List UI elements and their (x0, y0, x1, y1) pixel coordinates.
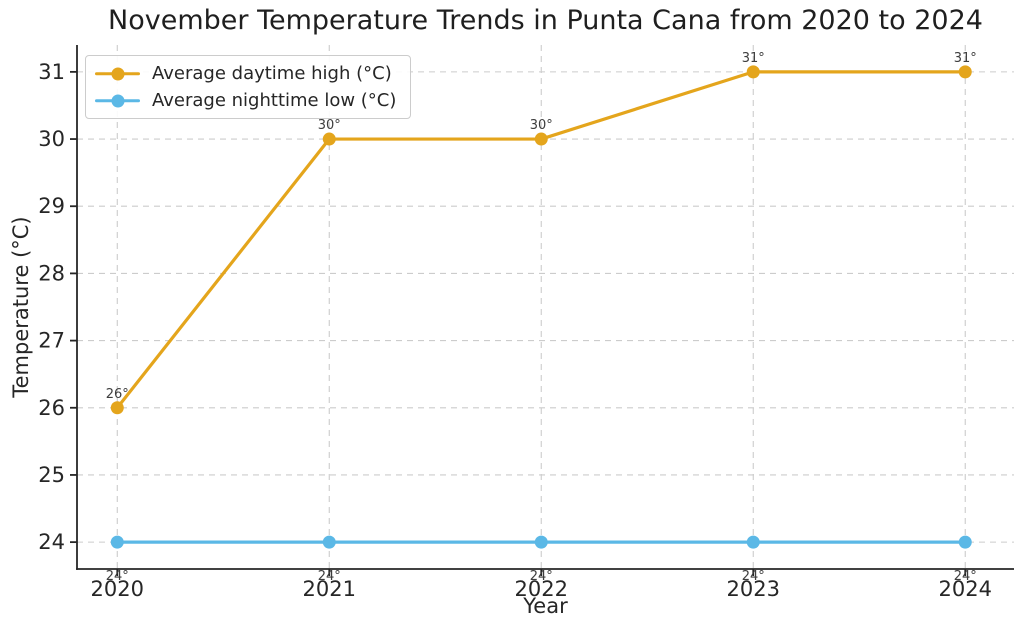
y-tick-label: 27 (38, 329, 65, 353)
point-label: 24° (954, 569, 977, 584)
data-point (746, 535, 760, 549)
point-label: 24° (106, 569, 129, 584)
data-point (958, 535, 972, 549)
point-label: 24° (530, 569, 553, 584)
legend: Average daytime high (°C) Average nightt… (85, 55, 412, 119)
point-label: 26° (106, 387, 129, 402)
point-label: 30° (530, 118, 553, 133)
y-tick-label: 28 (38, 261, 65, 285)
y-tick-label: 29 (38, 194, 65, 218)
nighttime-low-swatch (95, 93, 140, 108)
data-point (746, 65, 760, 79)
x-tick-label: 2021 (303, 577, 356, 601)
x-tick-label: 2022 (515, 577, 568, 601)
legend-label-daytime-high: Average daytime high (°C) (152, 63, 392, 84)
point-label: 31° (742, 51, 765, 66)
x-tick-label: 2020 (91, 577, 144, 601)
x-tick-label: 2024 (939, 577, 992, 601)
y-axis-label: Temperature (°C) (9, 216, 33, 398)
legend-item-nighttime-low: Average nighttime low (°C) (95, 88, 396, 113)
data-point (322, 132, 336, 146)
y-tick-label: 25 (38, 463, 65, 487)
data-point (534, 535, 548, 549)
data-point (322, 535, 336, 549)
x-axis-label: Year (523, 594, 568, 618)
daytime-high-swatch (95, 66, 140, 81)
y-tick-label: 26 (38, 396, 65, 420)
data-point (110, 401, 124, 415)
nighttime-low-swatch-dot (111, 94, 124, 107)
point-label: 31° (954, 51, 977, 66)
data-point (110, 535, 124, 549)
y-tick-label: 31 (38, 60, 65, 84)
chart-title: November Temperature Trends in Punta Can… (108, 5, 983, 36)
data-point (534, 132, 548, 146)
legend-label-nighttime-low: Average nighttime low (°C) (152, 90, 397, 111)
daytime-high-swatch-dot (111, 67, 124, 80)
data-point (958, 65, 972, 79)
point-label: 24° (742, 569, 765, 584)
y-tick-label: 30 (38, 127, 65, 151)
point-label: 30° (318, 118, 341, 133)
legend-item-daytime-high: Average daytime high (°C) (95, 61, 396, 86)
y-tick-label: 24 (38, 530, 65, 554)
point-label: 24° (318, 569, 341, 584)
x-tick-label: 2023 (727, 577, 780, 601)
